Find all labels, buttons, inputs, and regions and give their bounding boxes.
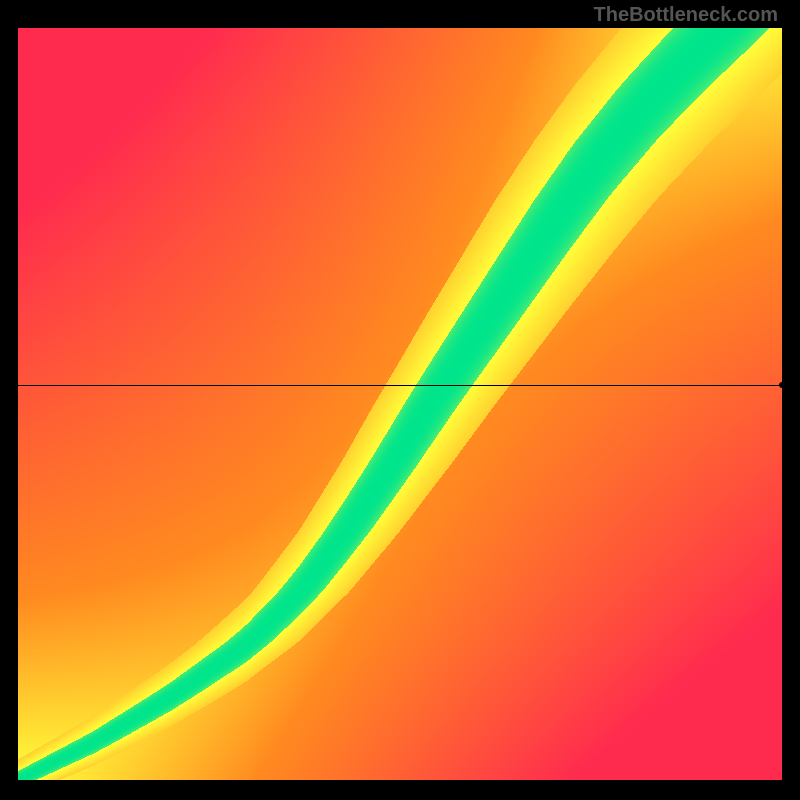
reference-line-endpoint-dot (779, 382, 785, 388)
reference-line (18, 385, 782, 386)
bottleneck-heatmap (18, 28, 782, 780)
watermark: TheBottleneck.com (594, 4, 778, 27)
plot-area (18, 28, 782, 780)
